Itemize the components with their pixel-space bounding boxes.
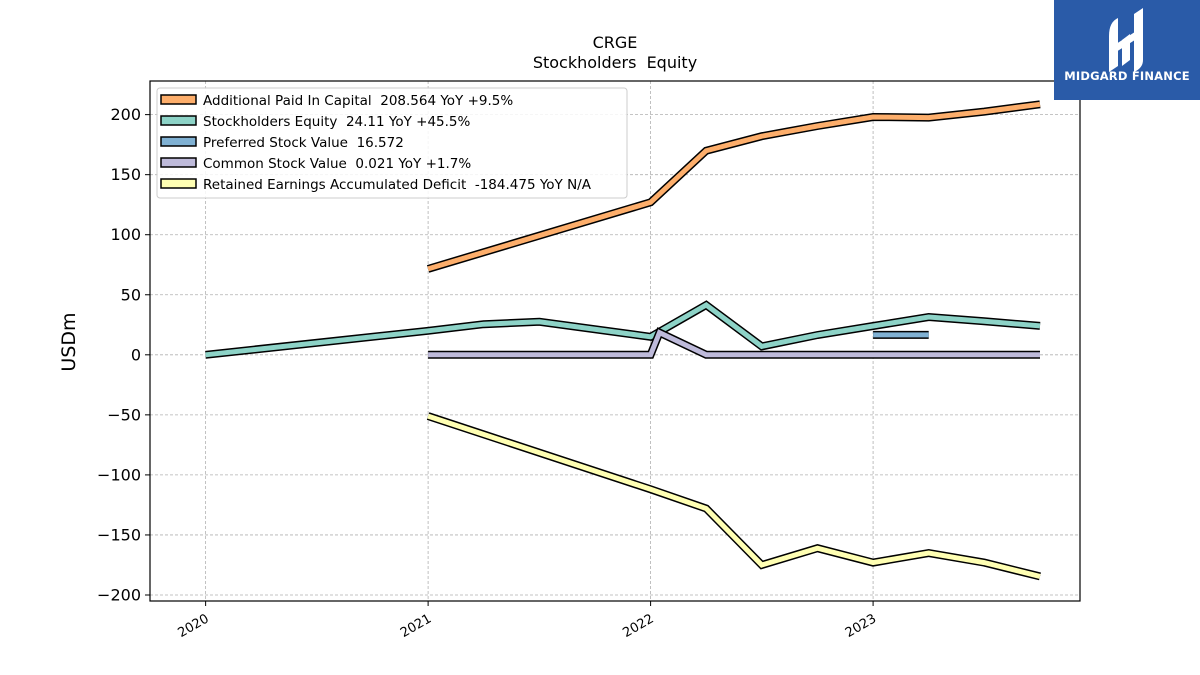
- series-line: [427, 413, 1041, 579]
- y-axis-ticks: 200 150 100 50 0 −50 −100 −150 −200: [97, 105, 150, 604]
- legend-box: [156, 87, 628, 199]
- series-outline: [205, 300, 1041, 359]
- legend-swatch: [160, 136, 197, 147]
- y-tick-label: −200: [97, 585, 141, 604]
- series-line: [428, 329, 1040, 358]
- x-tick-label: 2020: [175, 611, 211, 641]
- series-lines: [205, 100, 1041, 581]
- y-tick-label: −100: [97, 465, 141, 484]
- x-tick-label: 2023: [843, 611, 879, 641]
- series-line: [205, 302, 1041, 358]
- plot-frame: [149, 80, 1081, 602]
- legend-entry: Preferred Stock Value 16.572: [203, 135, 404, 151]
- y-tick-label: 0: [131, 345, 141, 364]
- y-tick-label: 200: [110, 105, 141, 124]
- series-outline: [428, 327, 1040, 359]
- legend-swatch: [160, 157, 197, 168]
- legend-swatch: [160, 94, 197, 105]
- y-tick-label: −150: [97, 525, 141, 544]
- chart-subtitle: Stockholders Equity: [533, 53, 697, 72]
- legend: Additional Paid In Capital 208.564 YoY +…: [156, 87, 628, 199]
- legend-entry: Retained Earnings Accumulated Deficit -1…: [203, 177, 592, 193]
- y-tick-label: −50: [107, 405, 141, 424]
- legend-entry: Additional Paid In Capital 208.564 YoY +…: [203, 93, 513, 109]
- logo-mark-icon: [1109, 8, 1143, 72]
- y-tick-label: 150: [110, 165, 141, 184]
- logo-text: MIDGARD FINANCE: [1064, 69, 1190, 83]
- y-tick-label: 100: [110, 225, 141, 244]
- legend-entry: Common Stock Value 0.021 YoY +1.7%: [203, 156, 471, 172]
- y-axis-label: USDm: [58, 312, 80, 371]
- brand-logo: MIDGARD FINANCE: [1054, 0, 1200, 100]
- series-outline: [426, 412, 1041, 581]
- legend-swatch: [160, 178, 197, 189]
- legend-swatch: [160, 115, 197, 126]
- x-tick-label: 2022: [620, 611, 656, 641]
- chart-title: CRGE: [593, 33, 638, 52]
- legend-entry: Stockholders Equity 24.11 YoY +45.5%: [203, 114, 471, 130]
- x-tick-label: 2021: [398, 611, 434, 641]
- x-axis-ticks: 2020 2021 2022 2023: [175, 601, 879, 641]
- series-line: [427, 101, 1041, 272]
- y-tick-label: 50: [121, 285, 141, 304]
